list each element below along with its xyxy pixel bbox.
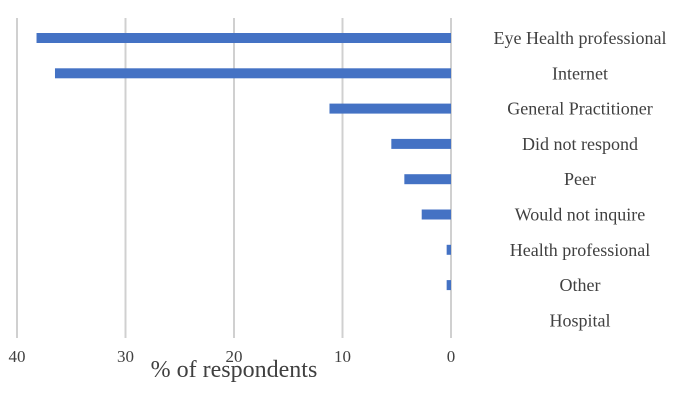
gridlines	[16, 18, 452, 338]
category-label: General Practitioner	[507, 99, 652, 119]
bar-health-professional	[446, 244, 451, 255]
category-label: Would not inquire	[515, 205, 646, 225]
category-label: Health professional	[510, 240, 650, 260]
bar-eye-health-professional	[36, 33, 451, 43]
bar-would-not-inquire	[421, 209, 451, 220]
bar-internet	[54, 68, 451, 79]
x-tick-label-10: 10	[334, 347, 351, 366]
bar-general-practitioner	[329, 103, 451, 114]
category-label: Other	[560, 275, 601, 295]
category-label: Peer	[564, 169, 596, 189]
category-label: Did not respond	[522, 134, 638, 154]
bar-other	[446, 280, 451, 291]
x-axis-title: % of respondents	[151, 357, 318, 383]
category-label: Eye Health professional	[494, 28, 667, 48]
category-labels: Eye Health professional Internet General P…	[494, 28, 667, 330]
category-label: Internet	[552, 63, 608, 83]
bar-peer	[404, 174, 451, 185]
x-tick-label-0: 0	[447, 347, 456, 366]
bar-did-not-respond	[391, 138, 451, 149]
x-tick-labels: 40 30 20 10 0	[9, 347, 456, 366]
bars	[36, 33, 451, 291]
category-label: Hospital	[550, 310, 611, 330]
x-tick-label-20: 20	[226, 347, 243, 366]
x-tick-label-40: 40	[9, 347, 26, 366]
x-tick-label-30: 30	[117, 347, 134, 366]
